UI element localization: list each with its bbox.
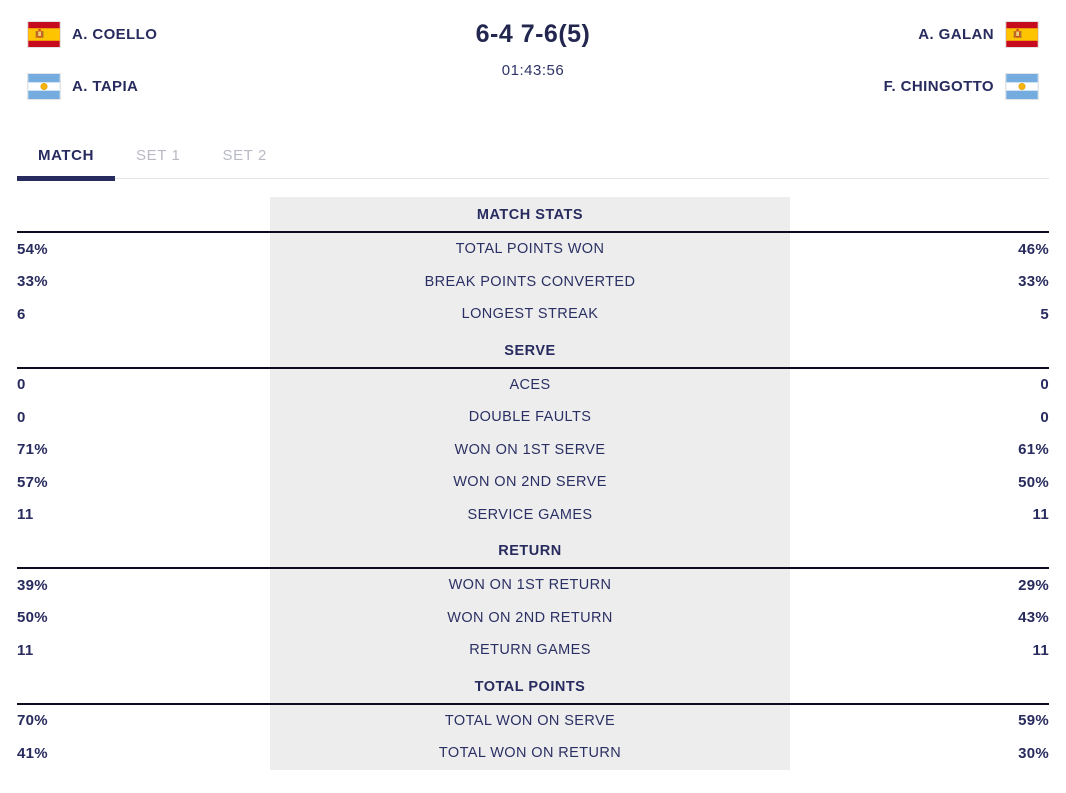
stat-row: 70% TOTAL WON ON SERVE 59% xyxy=(17,704,1049,737)
stat-label: TOTAL WON ON SERVE xyxy=(270,704,790,737)
section-spacer xyxy=(790,331,1049,367)
section-spacer xyxy=(790,197,1049,231)
stat-value-left: 11 xyxy=(17,506,34,524)
section-title: TOTAL POINTS xyxy=(474,678,586,695)
stat-value-left: 39% xyxy=(17,576,48,594)
stat-label: BREAK POINTS CONVERTED xyxy=(270,265,790,298)
player-name: A. GALAN xyxy=(918,26,994,43)
stat-label: TOTAL POINTS WON xyxy=(270,233,790,266)
stat-row: 50% WON ON 2ND RETURN 43% xyxy=(17,601,1049,634)
stat-value-right: 11 xyxy=(1032,641,1049,659)
argentina-flag-icon xyxy=(27,73,61,100)
stat-value-right: 5 xyxy=(1040,305,1049,323)
player-row: A. GALAN xyxy=(884,21,1039,48)
section-header-row: TOTAL POINTS xyxy=(17,666,1049,705)
argentina-flag-icon xyxy=(1005,73,1039,100)
section-header-cell: TOTAL POINTS xyxy=(270,666,790,703)
stat-label: WON ON 1ST SERVE xyxy=(270,433,790,466)
player-name: F. CHINGOTTO xyxy=(883,78,994,95)
section-spacer xyxy=(17,331,270,367)
stat-label: DOUBLE FAULTS xyxy=(270,401,790,434)
stat-value-right: 11 xyxy=(1032,506,1049,524)
section-header-row: MATCH STATS xyxy=(17,197,1049,233)
player-row: A. COELLO xyxy=(27,21,157,48)
stat-value-left: 54% xyxy=(17,240,48,258)
stat-value-right: 61% xyxy=(1018,441,1049,459)
stat-row: 39% WON ON 1ST RETURN 29% xyxy=(17,569,1049,602)
stat-label: SERVICE GAMES xyxy=(270,498,790,531)
stat-row: 57% WON ON 2ND SERVE 50% xyxy=(17,466,1049,499)
spain-flag-icon xyxy=(27,21,61,48)
stat-row: 6 LONGEST STREAK 5 xyxy=(17,298,1049,331)
stat-label: RETURN GAMES xyxy=(270,634,790,667)
player-row: F. CHINGOTTO xyxy=(884,73,1039,100)
player-row: A. TAPIA xyxy=(27,73,157,100)
stat-label: TOTAL WON ON RETURN xyxy=(270,737,790,770)
tab-set-2[interactable]: SET 2 xyxy=(201,147,287,178)
spain-flag-icon xyxy=(1005,21,1039,48)
stat-value-right: 46% xyxy=(1018,240,1049,258)
stat-row: 33% BREAK POINTS CONVERTED 33% xyxy=(17,265,1049,298)
section-spacer xyxy=(790,667,1049,703)
stat-value-right: 33% xyxy=(1018,273,1049,291)
stat-value-left: 41% xyxy=(17,744,48,762)
stats-tabs: MATCH SET 1 SET 2 xyxy=(17,147,1049,181)
stat-value-right: 50% xyxy=(1018,473,1049,491)
stat-value-left: 71% xyxy=(17,441,48,459)
stat-value-left: 0 xyxy=(17,408,26,426)
stat-value-left: 70% xyxy=(17,712,48,730)
stat-value-left: 0 xyxy=(17,376,26,394)
team-left: A. COELLO A. TAPIA xyxy=(27,21,157,100)
stat-value-left: 6 xyxy=(17,305,26,323)
stat-value-left: 50% xyxy=(17,609,48,627)
player-name: A. COELLO xyxy=(72,26,158,43)
section-spacer xyxy=(17,531,270,567)
section-title: SERVE xyxy=(504,342,556,359)
stat-row: 41% TOTAL WON ON RETURN 30% xyxy=(17,737,1049,770)
stat-label: ACES xyxy=(270,368,790,401)
player-name: A. TAPIA xyxy=(72,78,139,95)
section-spacer xyxy=(17,197,270,231)
section-header-row: RETURN xyxy=(17,531,1049,569)
stats-table: MATCH STATS 54% TOTAL POINTS WON 46% 33% BREA… xyxy=(17,197,1049,770)
stat-value-right: 59% xyxy=(1018,712,1049,730)
stat-row: 11 SERVICE GAMES 11 xyxy=(17,498,1049,531)
tab-set-1[interactable]: SET 1 xyxy=(115,147,201,178)
stat-label: WON ON 2ND RETURN xyxy=(270,601,790,634)
section-header-cell: RETURN xyxy=(270,531,790,567)
stat-value-right: 29% xyxy=(1018,576,1049,594)
team-right: A. GALAN F. CHINGOTTO xyxy=(884,21,1039,100)
stat-value-right: 30% xyxy=(1018,744,1049,762)
section-header-cell: SERVE xyxy=(270,330,790,367)
stat-row: 0 ACES 0 xyxy=(17,368,1049,401)
stat-label: WON ON 2ND SERVE xyxy=(270,466,790,499)
tab-match[interactable]: MATCH xyxy=(17,147,116,181)
stat-value-left: 57% xyxy=(17,473,48,491)
section-header-row: SERVE xyxy=(17,330,1049,369)
section-spacer xyxy=(790,531,1049,567)
stat-row: 71% WON ON 1ST SERVE 61% xyxy=(17,433,1049,466)
section-title: RETURN xyxy=(498,543,562,559)
stat-value-left: 33% xyxy=(17,273,48,291)
stat-row: 11 RETURN GAMES 11 xyxy=(17,634,1049,667)
section-spacer xyxy=(17,667,270,703)
stat-value-right: 0 xyxy=(1040,408,1049,426)
stat-label: WON ON 1ST RETURN xyxy=(270,569,790,602)
stat-row: 0 DOUBLE FAULTS 0 xyxy=(17,401,1049,434)
section-title: MATCH STATS xyxy=(476,207,584,223)
stat-value-left: 11 xyxy=(17,641,34,659)
stat-label: LONGEST STREAK xyxy=(270,298,790,331)
section-header-cell: MATCH STATS xyxy=(270,197,790,231)
stat-row: 54% TOTAL POINTS WON 46% xyxy=(17,233,1049,266)
stat-value-right: 43% xyxy=(1018,609,1049,627)
stat-value-right: 0 xyxy=(1040,376,1049,394)
scoreboard-header: A. COELLO A. TAPIA 6-4 7-6(5) 01:43:56 A… xyxy=(0,0,1066,100)
